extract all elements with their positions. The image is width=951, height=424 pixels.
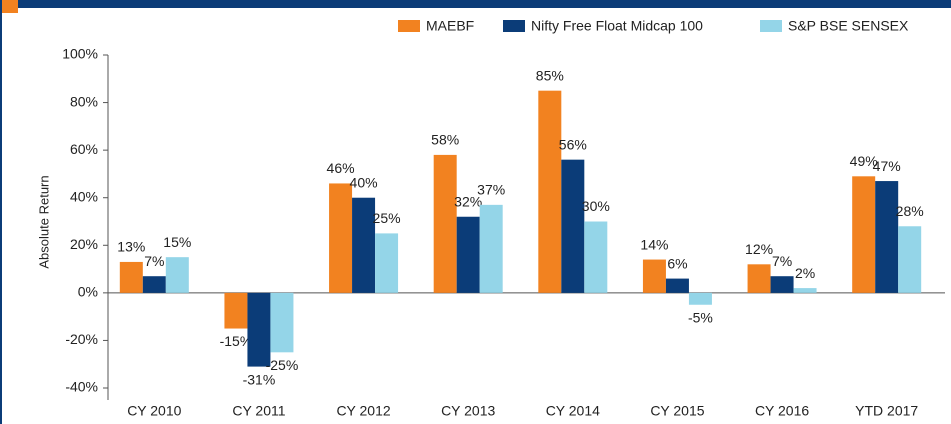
y-tick-label: -40% <box>65 379 98 395</box>
x-tick-label: YTD 2017 <box>855 403 918 419</box>
bar <box>584 221 608 293</box>
x-tick-label: CY 2011 <box>232 403 285 419</box>
data-label: 14% <box>640 236 668 252</box>
x-tick-label: CY 2015 <box>650 403 704 419</box>
x-tick-label: CY 2014 <box>546 403 600 419</box>
legend-label: S&P BSE SENSEX <box>788 18 909 34</box>
bar <box>433 154 457 293</box>
y-tick-label: 100% <box>62 46 98 62</box>
y-tick-label: -20% <box>65 331 98 347</box>
data-label: 85% <box>536 67 564 83</box>
data-label: -5% <box>688 309 713 325</box>
bar <box>479 204 503 293</box>
bar <box>538 90 562 293</box>
bar <box>165 257 189 293</box>
bar <box>561 159 585 293</box>
data-label: 56% <box>559 136 587 152</box>
bar <box>224 292 248 329</box>
data-label: 25% <box>373 210 401 226</box>
data-label: -15% <box>220 333 253 349</box>
bar <box>352 197 376 293</box>
bar <box>247 292 271 367</box>
bar <box>665 278 689 293</box>
bar <box>456 216 480 293</box>
left-border <box>0 0 2 424</box>
legend-swatch <box>760 20 782 32</box>
data-label: 46% <box>327 160 355 176</box>
data-label: 7% <box>772 253 792 269</box>
data-label: 13% <box>117 239 145 255</box>
bar <box>875 181 899 293</box>
data-label: 2% <box>795 265 815 281</box>
x-tick-label: CY 2010 <box>127 403 181 419</box>
legend-label: MAEBF <box>426 18 474 34</box>
data-label: 28% <box>896 203 924 219</box>
data-label: 32% <box>454 193 482 209</box>
data-label: 58% <box>431 132 459 148</box>
bar <box>747 264 771 293</box>
data-label: 40% <box>350 174 378 190</box>
bar <box>642 259 666 293</box>
legend-swatch <box>398 20 420 32</box>
y-tick-label: 20% <box>70 236 98 252</box>
bar <box>142 276 166 293</box>
x-tick-label: CY 2013 <box>441 403 495 419</box>
data-label: 6% <box>667 255 687 271</box>
data-label: 49% <box>850 153 878 169</box>
bar <box>793 288 817 293</box>
bar <box>119 261 143 293</box>
bar <box>688 292 712 305</box>
bar <box>852 176 876 293</box>
bar <box>770 276 794 293</box>
x-tick-label: CY 2012 <box>336 403 390 419</box>
data-label: 47% <box>873 158 901 174</box>
data-label: -25% <box>266 357 299 373</box>
bar <box>329 183 353 293</box>
x-tick-label: CY 2016 <box>755 403 809 419</box>
bar <box>375 233 399 293</box>
bar <box>270 292 294 353</box>
data-label: 7% <box>144 253 164 269</box>
y-axis-label: Absolute Return <box>36 175 51 268</box>
y-tick-label: 0% <box>78 284 98 300</box>
corner-block <box>0 0 18 13</box>
data-label: 37% <box>477 182 505 198</box>
data-label: 15% <box>163 234 191 250</box>
y-tick-label: 40% <box>70 188 98 204</box>
bar <box>898 226 922 293</box>
y-tick-label: 60% <box>70 141 98 157</box>
data-label: 12% <box>745 241 773 257</box>
data-label: 30% <box>582 198 610 214</box>
legend-label: Nifty Free Float Midcap 100 <box>531 18 703 34</box>
legend-swatch <box>503 20 525 32</box>
top-band <box>0 0 951 8</box>
data-label: -31% <box>243 371 276 387</box>
y-tick-label: 80% <box>70 93 98 109</box>
